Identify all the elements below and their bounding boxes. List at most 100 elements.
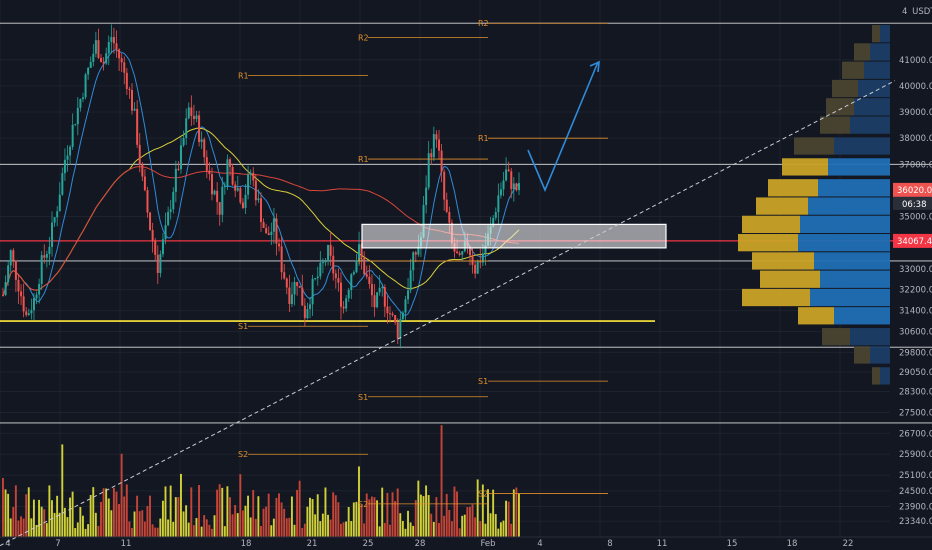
volume-bar <box>515 487 518 537</box>
candle-body <box>115 43 118 50</box>
volume-bar <box>267 493 270 537</box>
profile-bar-sell <box>872 25 880 43</box>
candle-body <box>381 287 384 289</box>
volume-bar <box>25 494 28 537</box>
candle-body <box>185 118 188 139</box>
candle-body <box>102 62 105 64</box>
candle-body <box>221 186 224 215</box>
candle-body <box>76 107 79 125</box>
candle-body <box>358 244 361 261</box>
profile-bar-buy <box>854 98 890 116</box>
candle-body <box>112 37 115 44</box>
candle-body <box>445 199 448 212</box>
candle-body <box>32 298 35 311</box>
volume-bar <box>445 493 448 537</box>
candle-body <box>22 296 25 312</box>
volume-bar <box>216 489 219 537</box>
volume-bar <box>17 520 20 537</box>
volume-bar <box>481 484 484 537</box>
volume-bar <box>38 499 41 537</box>
candle-body <box>247 174 250 195</box>
candle-body <box>290 294 293 304</box>
volume-bar <box>453 486 456 537</box>
volume-bar <box>280 502 283 537</box>
pivot-label: S1 <box>478 377 488 386</box>
candle-body <box>427 153 430 188</box>
candle-body <box>254 180 257 201</box>
candle-body <box>316 276 319 279</box>
volume-bar <box>412 525 415 537</box>
candle-body <box>20 291 23 297</box>
volume-bar <box>265 506 268 537</box>
pivot-label: R1 <box>238 71 249 80</box>
candle-body <box>125 72 128 89</box>
price-tick-label: 40000.00 <box>899 82 932 92</box>
profile-bar-buy <box>880 367 890 385</box>
candle-body <box>432 134 435 158</box>
candle-body <box>363 257 366 275</box>
volume-bar <box>4 489 7 537</box>
price-axis[interactable]: 41000.00 40000.00 39000.00 38000.00 37000.00… <box>893 56 932 527</box>
candle-body <box>309 304 312 309</box>
volume-bar <box>499 522 502 537</box>
candle-body <box>89 61 92 68</box>
candle-body <box>198 115 201 143</box>
volume-bar <box>120 453 123 537</box>
candle-body <box>301 287 304 306</box>
profile-bar-sell <box>854 43 870 61</box>
drawing-overlays <box>0 60 896 547</box>
volume-bar <box>205 519 208 537</box>
candle-body <box>128 88 131 90</box>
candle-body <box>512 183 515 190</box>
volume-bar <box>456 491 458 537</box>
volume-bar <box>218 484 221 537</box>
candle-body <box>417 246 420 255</box>
candle-body <box>389 313 391 315</box>
time-axis[interactable]: 4 7 11 18 21 25 28 Feb 4 8 11 15 18 22 <box>0 536 932 549</box>
volume-bar <box>169 485 172 537</box>
candle-body <box>260 198 262 223</box>
volume-bar <box>107 498 110 537</box>
candle-body <box>278 243 281 247</box>
candle-body <box>456 251 459 254</box>
candle-body <box>368 276 371 285</box>
volume-bar <box>275 497 278 537</box>
volume-bar <box>53 512 56 537</box>
supply-zone-box <box>361 223 667 249</box>
volume-bar <box>229 497 231 537</box>
volume-bar <box>208 524 211 537</box>
volume-bar <box>430 513 433 537</box>
volume-bar <box>378 526 381 537</box>
volume-bar <box>87 524 90 537</box>
volume-bar <box>461 515 464 537</box>
volume-bar <box>476 479 479 537</box>
volume-bar <box>167 519 170 537</box>
volume-bar <box>66 517 69 537</box>
time-tick-label: 8 <box>607 539 612 549</box>
volume-bar <box>440 425 443 537</box>
volume-bar <box>466 507 469 537</box>
marked-price-tag <box>893 233 932 248</box>
volume-bars <box>2 425 520 537</box>
candle-body <box>161 239 164 255</box>
candle-body <box>200 139 203 143</box>
candle-body <box>319 262 322 277</box>
candle-body <box>156 254 159 273</box>
profile-bar-buy <box>834 307 890 325</box>
volume-bar <box>306 506 309 537</box>
candle-body <box>510 171 513 190</box>
volume-bar <box>518 493 520 537</box>
volume-bar <box>192 525 195 537</box>
pivot-label: S2 <box>238 450 248 459</box>
volume-bar <box>316 494 319 537</box>
volume-bar <box>507 501 510 537</box>
candle-body <box>167 211 170 226</box>
volume-bar <box>474 517 477 537</box>
volume-bar <box>492 489 495 537</box>
arrow-head <box>589 60 600 73</box>
volume-bar <box>92 487 95 537</box>
candle-body <box>30 310 33 314</box>
volume-bar <box>355 501 358 537</box>
candle-body <box>100 57 103 63</box>
